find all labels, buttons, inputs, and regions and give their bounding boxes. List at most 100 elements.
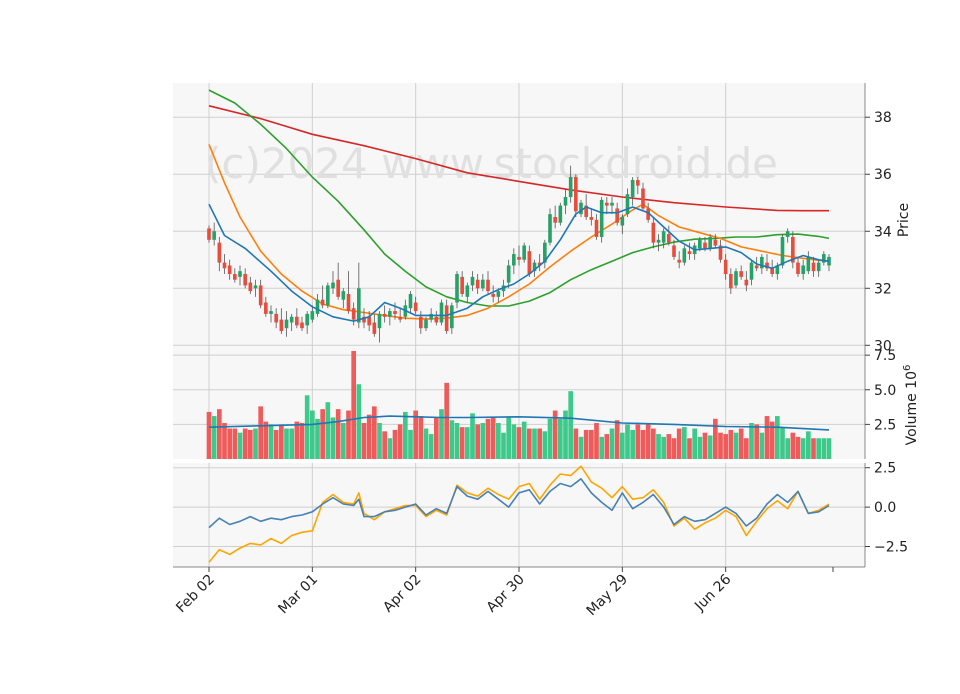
volume-bar bbox=[413, 410, 418, 459]
candle-up bbox=[289, 316, 294, 323]
volume-bar bbox=[366, 414, 372, 459]
x-tick-label: Apr 02 bbox=[380, 572, 424, 616]
candle-down bbox=[677, 259, 681, 263]
volume-tick-label: 5.0 bbox=[874, 383, 896, 399]
volume-bar bbox=[361, 423, 367, 459]
volume-bar bbox=[387, 438, 393, 459]
candle-up bbox=[775, 265, 780, 275]
candle-down bbox=[460, 276, 464, 294]
volume-bar bbox=[377, 423, 382, 459]
candle-up bbox=[682, 248, 687, 263]
candle-up bbox=[377, 313, 382, 329]
volume-bar bbox=[284, 428, 289, 459]
volume-bar bbox=[480, 423, 486, 459]
candle-down bbox=[574, 177, 578, 212]
candle-down bbox=[517, 256, 521, 260]
volume-bar bbox=[299, 423, 305, 459]
candle-down bbox=[651, 222, 656, 243]
volume-bar bbox=[444, 382, 449, 459]
oscillator-tick-label: 2.5 bbox=[874, 461, 896, 477]
volume-bar bbox=[552, 410, 558, 459]
candle-down bbox=[233, 274, 237, 280]
volume-bar bbox=[682, 427, 687, 459]
oscillator-line-2 bbox=[208, 465, 830, 563]
volume-bar bbox=[764, 416, 770, 459]
volume-bar bbox=[449, 420, 455, 459]
volume-bar bbox=[635, 424, 641, 459]
volume-bar bbox=[211, 416, 217, 459]
volume-bar bbox=[656, 434, 661, 459]
volume-bar bbox=[532, 428, 537, 459]
candle-down bbox=[770, 268, 774, 275]
volume-bar bbox=[521, 421, 527, 459]
price-short-average bbox=[208, 203, 830, 322]
volume-bar bbox=[651, 428, 656, 459]
volume-tick-label: 2.5 bbox=[874, 417, 896, 433]
candle-down bbox=[713, 239, 718, 246]
candle-down bbox=[382, 313, 387, 317]
volume-bar bbox=[661, 436, 666, 459]
volume-bar bbox=[439, 409, 444, 459]
volume-bar bbox=[625, 424, 630, 459]
x-tick-label: Jun 26 bbox=[691, 571, 734, 614]
volume-bar bbox=[583, 429, 589, 459]
candle-down bbox=[754, 265, 759, 269]
volume-bar bbox=[620, 432, 625, 459]
candle-up bbox=[734, 271, 738, 286]
candle-down bbox=[227, 265, 232, 275]
candle-down bbox=[222, 262, 227, 269]
volume-bar bbox=[723, 434, 728, 459]
candle-down bbox=[723, 259, 728, 275]
volume-bar bbox=[506, 417, 511, 459]
candle-down bbox=[300, 322, 304, 329]
candle-up bbox=[543, 242, 547, 263]
candle-down bbox=[243, 274, 247, 286]
volume-bar bbox=[749, 423, 754, 459]
candle-up bbox=[822, 254, 826, 263]
sma-long-line bbox=[208, 89, 830, 307]
candle-down bbox=[667, 234, 671, 243]
volume-bar bbox=[434, 417, 439, 459]
volume-bar bbox=[273, 429, 279, 459]
volume-bar bbox=[232, 428, 238, 459]
x-tick-label: May 29 bbox=[584, 572, 632, 620]
volume-bar bbox=[335, 409, 341, 459]
candle-up bbox=[315, 299, 320, 314]
candle-down bbox=[351, 308, 356, 320]
volume-bar bbox=[279, 424, 284, 459]
candle-down bbox=[527, 251, 532, 275]
candle-up bbox=[599, 199, 604, 237]
volume-bar bbox=[811, 438, 816, 459]
candle-down bbox=[248, 282, 253, 292]
volume-bar bbox=[790, 432, 796, 459]
volume-bar bbox=[403, 411, 408, 459]
candle-down bbox=[729, 274, 733, 289]
oscillator-tick-label: −2.5 bbox=[874, 540, 908, 556]
candle-down bbox=[796, 262, 800, 275]
candle-down bbox=[641, 188, 645, 209]
candle-up bbox=[785, 231, 790, 237]
candle-up bbox=[496, 291, 501, 297]
volume-bar bbox=[237, 432, 243, 459]
volume-bar bbox=[775, 416, 780, 459]
candle-up bbox=[661, 231, 666, 243]
volume-bar bbox=[738, 428, 744, 459]
volume-bar bbox=[258, 406, 263, 459]
candle-up bbox=[326, 285, 330, 306]
candle-down bbox=[279, 319, 284, 332]
volume-bar bbox=[206, 411, 212, 459]
candle-down bbox=[537, 262, 542, 266]
volume-bar bbox=[780, 427, 785, 459]
volume-bar bbox=[713, 418, 718, 459]
candle-up bbox=[563, 197, 568, 206]
candle-up bbox=[620, 217, 625, 226]
candle-down bbox=[295, 316, 299, 326]
candle-down bbox=[718, 245, 723, 260]
candle-down bbox=[258, 285, 263, 306]
volume-bar bbox=[547, 418, 553, 459]
volume-bar bbox=[568, 391, 573, 459]
volume-bar bbox=[356, 384, 362, 459]
candle-up bbox=[212, 231, 216, 240]
volume-axis-label-exponent: 6 bbox=[902, 365, 913, 371]
volume-bar bbox=[769, 421, 775, 459]
